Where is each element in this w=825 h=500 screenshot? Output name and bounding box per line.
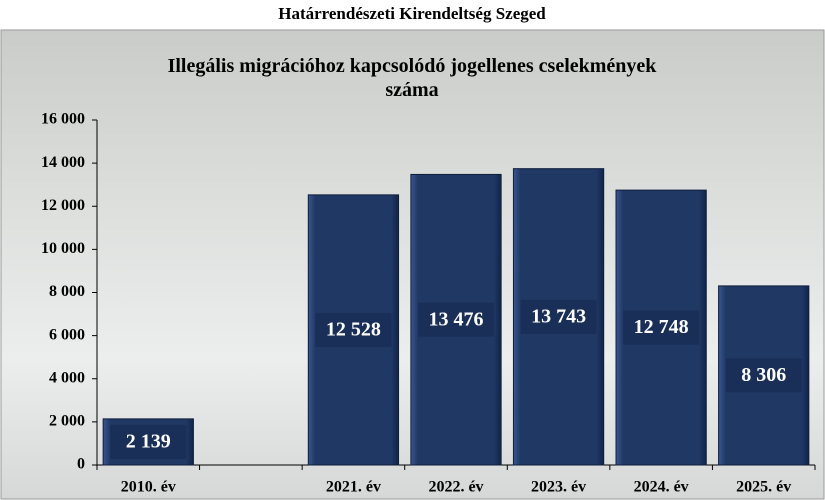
value-label-box xyxy=(623,310,700,345)
value-label-box xyxy=(725,358,802,393)
x-tick-label: 2023. év xyxy=(531,479,586,496)
y-tick-label: 14 000 xyxy=(41,154,85,171)
y-tick-label: 4 000 xyxy=(49,369,85,386)
chart-title: Illegális migrációhoz kapcsolódó jogelle… xyxy=(168,55,658,101)
value-label-box xyxy=(520,299,597,334)
value-label-box xyxy=(110,424,187,459)
value-label-box xyxy=(315,312,392,347)
y-tick-label: 10 000 xyxy=(41,240,85,257)
y-tick-label: 12 000 xyxy=(41,197,85,214)
value-label: 2 139 xyxy=(126,431,171,453)
value-label: 12 528 xyxy=(326,319,381,341)
y-tick-label: 8 000 xyxy=(49,283,85,300)
value-label: 12 748 xyxy=(634,316,689,338)
value-label: 13 476 xyxy=(429,308,484,330)
y-tick-label: 16 000 xyxy=(41,111,85,128)
x-tick-label: 2010. év xyxy=(121,479,176,496)
x-tick-label: 2022. év xyxy=(428,479,483,496)
value-label: 13 743 xyxy=(531,305,586,327)
y-tick-label: 0 xyxy=(77,456,85,473)
y-tick-label: 6 000 xyxy=(49,326,85,343)
value-label-box xyxy=(418,302,494,337)
y-tick-label: 2 000 xyxy=(49,413,85,430)
x-tick-label: 2024. év xyxy=(634,479,689,496)
x-tick-label: 2021. év xyxy=(326,479,381,496)
value-label: 8 306 xyxy=(741,364,786,386)
x-tick-label: 2025. év xyxy=(736,479,791,496)
page-title: Határrendészeti Kirendeltség Szeged xyxy=(278,4,546,23)
